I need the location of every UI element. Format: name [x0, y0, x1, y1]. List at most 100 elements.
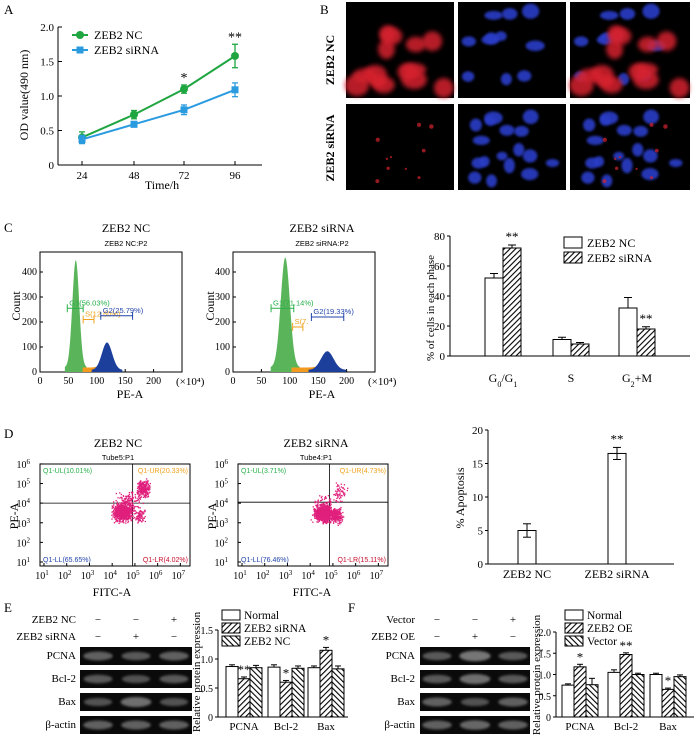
panel-c-cell-cycle: ZEB2 NC ZEB2 NC:P2 ZEB2 siRNA ZEB2 siRNA… — [9, 221, 690, 401]
d-scatter-sirna-event — [320, 515, 322, 517]
b-nucleus — [522, 149, 538, 163]
d-scatter-nc-event — [118, 522, 120, 525]
d-scatter-nc-event — [147, 484, 149, 486]
d-scatter-nc-event — [122, 507, 124, 509]
f-bar-legend-label: Normal — [587, 610, 622, 622]
d-scatter-nc-event — [127, 510, 129, 513]
d-scatter-sirna-event — [329, 509, 331, 512]
b-speck — [614, 166, 619, 170]
d-scatter-nc-event — [130, 506, 133, 508]
d-scatter-sirna-event — [340, 514, 342, 517]
d-scatter-nc-event — [138, 495, 140, 497]
d-scatter-nc-event — [138, 494, 140, 496]
d-scatter-nc-title: ZEB2 NC — [94, 436, 142, 450]
d-scatter-sirna-event — [339, 512, 342, 515]
d-scatter-sirna-event — [340, 486, 343, 488]
c-hist-sirna-xtick-label: 150 — [311, 376, 326, 387]
a-ytick-label: 1.0 — [40, 91, 54, 103]
d-scatter-nc-event — [123, 510, 125, 512]
d-scatter-sirna-event — [317, 519, 319, 521]
d-scatter-sirna-event — [340, 496, 342, 499]
d-scatter-sirna-event — [321, 518, 323, 521]
d-scatter-nc-event — [128, 514, 131, 516]
d-scatter-nc-event — [121, 502, 123, 504]
d-bar-xtick-label: ZEB2 siRNA — [584, 567, 649, 581]
d-scatter-sirna-event — [328, 505, 330, 507]
d-scatter-nc-event — [147, 493, 149, 495]
d-scatter-sirna-event — [331, 519, 333, 521]
d-scatter-sirna-event — [326, 511, 328, 514]
d-scatter-nc-event — [146, 488, 148, 490]
d-scatter-nc-event — [129, 516, 131, 518]
d-scatter-sirna-event — [321, 498, 324, 500]
d-scatter-nc-event — [123, 522, 125, 524]
d-scatter-sirna-event — [338, 510, 340, 512]
d-scatter-nc-event — [130, 503, 132, 505]
d-scatter-sirna-event — [323, 515, 326, 518]
e-blot-band — [159, 720, 189, 730]
d-scatter-nc-event — [147, 483, 150, 485]
d-scatter-sirna-event — [325, 507, 328, 509]
b-speck — [613, 157, 617, 161]
f-bar-bar — [573, 666, 587, 718]
d-scatter-nc-event — [125, 518, 128, 520]
d-scatter-nc-event — [137, 486, 139, 488]
d-scatter-nc-event — [141, 486, 143, 488]
panel-label-e: E — [4, 600, 12, 615]
b-speck — [421, 148, 426, 153]
d-scatter-sirna-event — [335, 500, 338, 502]
d-scatter-nc-event — [118, 509, 121, 512]
d-scatter-sirna-event — [338, 513, 341, 516]
d-scatter-sirna-event — [325, 511, 327, 513]
d-scatter-sirna-event — [341, 516, 343, 519]
d-scatter-sirna-event — [326, 514, 329, 516]
c-bar — [570, 343, 590, 357]
d-scatter-nc-event — [119, 510, 122, 512]
d-scatter-nc-event — [119, 492, 121, 494]
d-scatter-sirna-event — [343, 516, 345, 518]
b-nucleus — [484, 111, 503, 125]
d-scatter-sirna-event — [343, 495, 346, 497]
d-scatter-sirna-q-lr: Q1-LR(15.11%) — [337, 557, 386, 564]
d-scatter-sirna-event — [330, 509, 333, 511]
d-scatter-nc-event — [145, 494, 147, 497]
d-scatter-sirna-event — [339, 516, 341, 518]
d-scatter-nc-event — [124, 516, 127, 518]
d-scatter-sirna-event — [327, 516, 330, 518]
d-scatter-sirna-event — [342, 487, 344, 490]
d-scatter-sirna-ylabel: PE-A — [205, 502, 219, 529]
d-scatter-sirna-event — [338, 509, 341, 511]
d-scatter-nc-event — [127, 502, 130, 505]
d-scatter-nc-event — [131, 506, 133, 508]
d-scatter-sirna-event — [341, 500, 343, 503]
f-blot-band — [498, 651, 528, 661]
d-scatter-sirna-event — [343, 484, 346, 486]
d-scatter-sirna-event — [342, 492, 345, 494]
d-scatter-nc-event — [135, 517, 137, 520]
d-scatter-nc-event — [137, 497, 139, 500]
c-bar-ytick-label: 80 — [434, 231, 446, 243]
d-scatter-sirna-event — [329, 505, 332, 507]
d-scatter-sirna-event — [337, 485, 339, 487]
d-scatter-nc-event — [130, 491, 133, 493]
d-scatter-sirna-event — [330, 520, 332, 522]
d-scatter-nc-event — [132, 497, 134, 499]
d-scatter-nc-event — [119, 517, 121, 519]
d-scatter-nc-event — [119, 502, 121, 504]
d-scatter-nc-event — [131, 498, 134, 500]
d-scatter-sirna-event — [336, 512, 338, 514]
d-scatter-sirna-event — [334, 520, 336, 523]
d-scatter-sirna-event — [313, 510, 315, 512]
d-scatter-sirna-event — [321, 510, 323, 512]
d-scatter-sirna-event — [339, 500, 342, 502]
d-scatter-sirna-event — [327, 502, 329, 504]
d-scatter-sirna-event — [334, 519, 336, 522]
c-hist-sirna-xtick-label: 0 — [231, 376, 236, 387]
d-scatter-sirna-event — [319, 504, 321, 506]
d-bar-ylabel: % Apoptosis — [453, 467, 467, 528]
b-nucleus — [525, 40, 545, 52]
c-bar-ytick-label: 40 — [434, 291, 446, 303]
panel-b-microscopy: ZEB2 NC ZEB2 siRNA — [323, 2, 690, 190]
c-hist-sirna-ytick-label: 300 — [215, 292, 230, 303]
d-scatter-nc-event — [132, 510, 135, 512]
